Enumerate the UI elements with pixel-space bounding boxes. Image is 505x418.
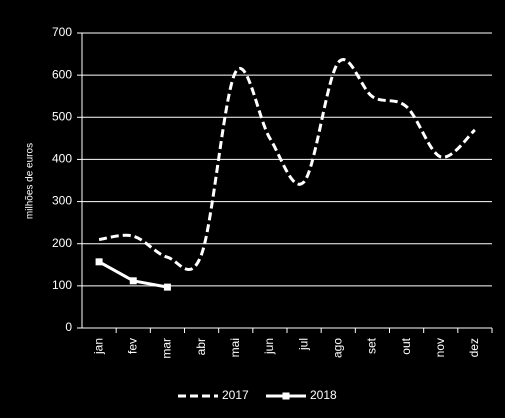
x-tick-label: set <box>365 337 379 354</box>
line <box>98 58 476 271</box>
y-tick-label: 700 <box>52 25 72 39</box>
y-tick-label: 400 <box>52 152 72 166</box>
y-tick-label: 300 <box>52 194 72 208</box>
x-tick-label: abr <box>194 338 208 355</box>
x-tick-label: jan <box>91 338 105 355</box>
x-tick-label: jun <box>262 338 276 355</box>
x-tick-label: out <box>399 337 413 354</box>
x-tick-label: dez <box>467 338 481 357</box>
y-tick-label: 600 <box>52 67 72 81</box>
legend-label: 2018 <box>310 388 337 402</box>
x-tick-label: fev <box>125 338 139 354</box>
x-tick-label: ago <box>330 338 344 358</box>
x-tick-label: mai <box>228 338 242 357</box>
y-tick-label: 200 <box>52 236 72 250</box>
legend-label: 2017 <box>222 388 249 402</box>
x-tick-label: jul <box>296 338 310 351</box>
x-tick-label: nov <box>433 338 447 357</box>
y-axis-label: milhões de euros <box>25 143 36 219</box>
marker <box>163 283 171 291</box>
x-tick-label: mar <box>160 338 174 359</box>
legend-marker <box>282 392 290 400</box>
y-tick-label: 500 <box>52 109 72 123</box>
y-tick-label: 100 <box>52 278 72 292</box>
marker <box>95 258 103 266</box>
y-tick-label: 0 <box>65 320 72 334</box>
marker <box>129 277 137 285</box>
